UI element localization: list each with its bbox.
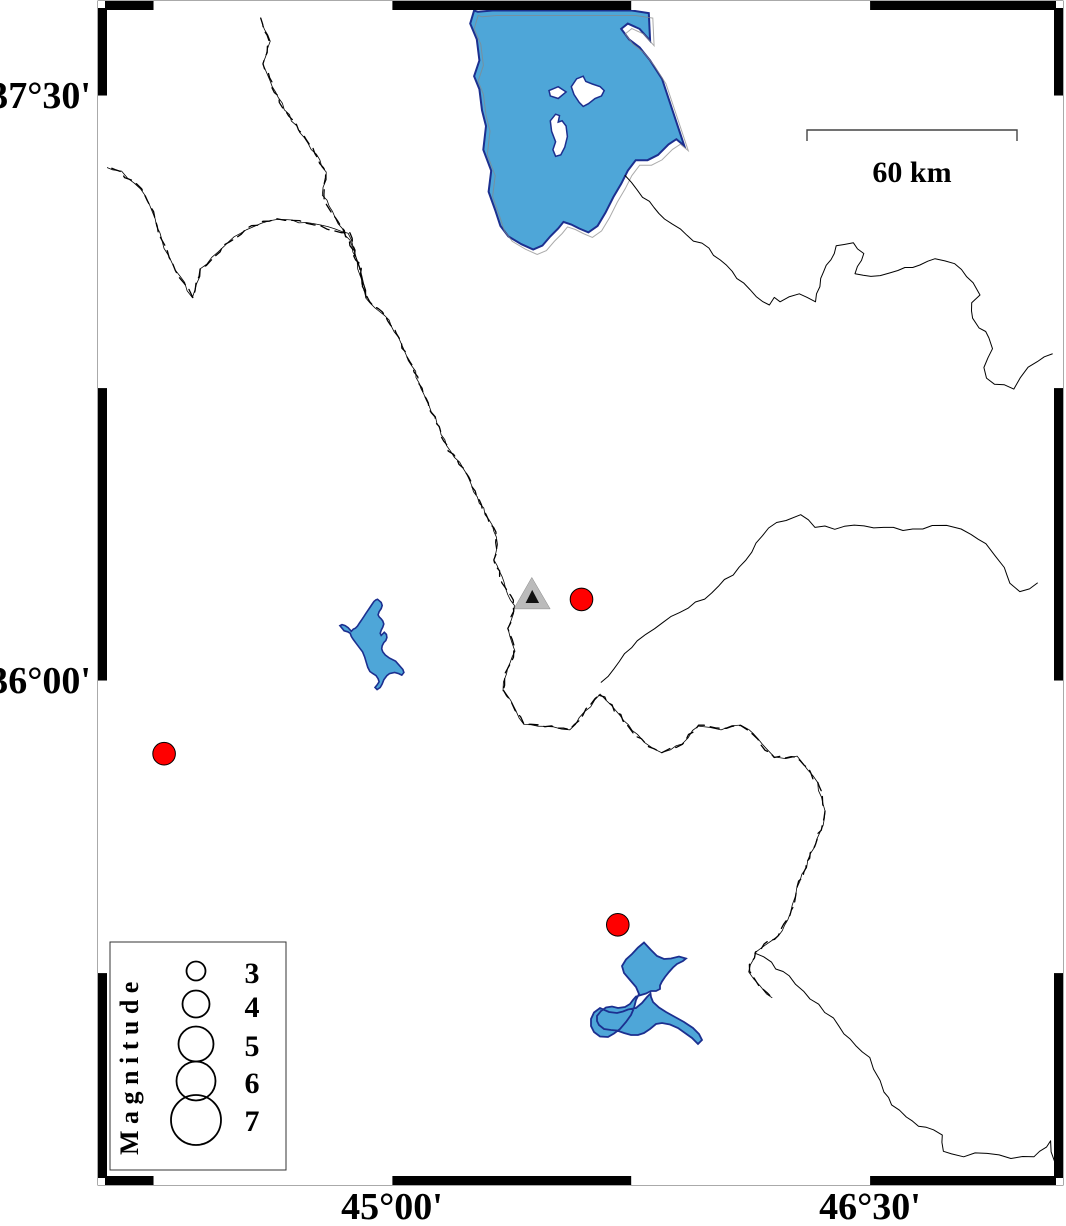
- svg-text:46°30': 46°30': [819, 1186, 921, 1226]
- svg-text:3: 3: [245, 957, 260, 990]
- svg-text:45°00': 45°00': [341, 1186, 443, 1226]
- svg-text:7: 7: [245, 1105, 260, 1138]
- svg-text:60 km: 60 km: [872, 156, 951, 189]
- svg-text:36°00': 36°00': [0, 660, 91, 702]
- svg-text:37°30': 37°30': [0, 75, 91, 117]
- svg-text:5: 5: [245, 1030, 260, 1063]
- svg-text:6: 6: [245, 1067, 260, 1100]
- svg-text:Magnitude: Magnitude: [115, 975, 144, 1155]
- svg-text:4: 4: [245, 991, 260, 1024]
